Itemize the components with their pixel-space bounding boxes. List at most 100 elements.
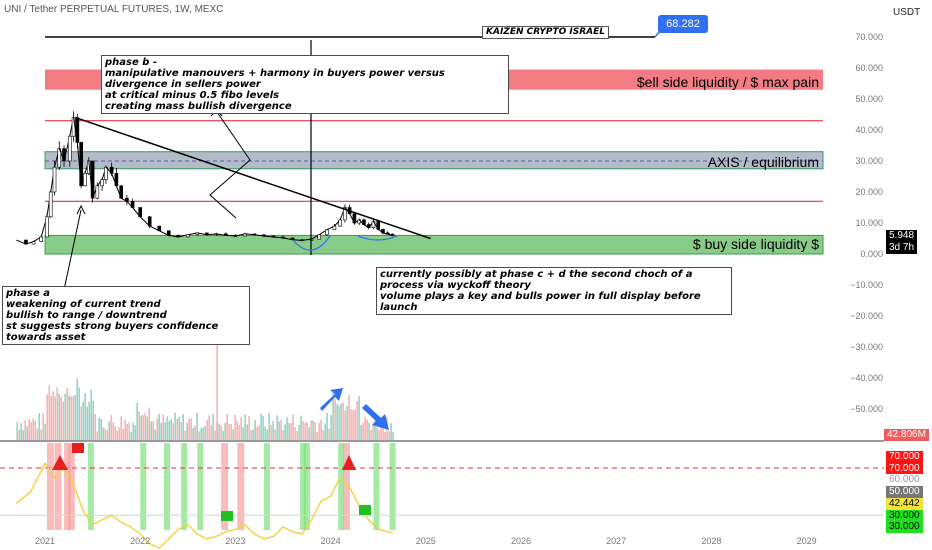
volume-bar (46, 394, 49, 440)
y-tick-label: 70.000 (855, 32, 883, 42)
volume-bar (354, 409, 356, 440)
y-tick-label: −50.000 (850, 404, 883, 414)
volume-bar (90, 389, 93, 440)
volume-bar (362, 422, 364, 440)
volume-bar (248, 415, 250, 440)
symbol-header: UNI / Tether PERPETUAL FUTURES, 1W, MEXC (4, 4, 224, 15)
volume-bar (280, 419, 282, 440)
volume-bar (244, 414, 246, 440)
currency-label[interactable]: USDT (893, 7, 921, 18)
volume-bar (350, 408, 352, 440)
volume-bar (76, 378, 79, 440)
volume-bar (330, 415, 332, 440)
volume-bar (294, 427, 296, 440)
price-candle (324, 229, 329, 236)
y-tick-label: −20.000 (850, 311, 883, 321)
volume-bar (58, 393, 61, 440)
volume-bar (190, 418, 192, 440)
price-candle (186, 234, 190, 238)
volume-bar (192, 427, 194, 440)
volume-bar (178, 416, 180, 440)
volume-bar (290, 423, 292, 440)
osc-green-band (181, 443, 188, 530)
osc-red-band (237, 443, 245, 530)
volume-bar (50, 396, 53, 440)
volume-bar (150, 421, 152, 440)
volume-bar (104, 428, 107, 440)
x-tick-label: 2029 (797, 536, 817, 546)
volume-bar (24, 420, 27, 440)
volume-bar (152, 421, 154, 440)
volume-bar (102, 427, 105, 440)
volume-bar (240, 417, 242, 440)
price-candle (332, 225, 337, 231)
volume-bar (228, 423, 230, 440)
price-callout[interactable]: 68.282 (658, 15, 708, 33)
volume-bar (38, 413, 41, 440)
volume-bar (308, 427, 310, 440)
y-tick-label: 0.000 (860, 249, 883, 259)
volume-bar (368, 422, 370, 440)
volume-bar (392, 431, 394, 440)
volume-bar (140, 415, 142, 440)
volume-bar (352, 410, 354, 440)
volume-bar (376, 427, 378, 440)
chart-annotations (63, 40, 431, 430)
volume-bar (204, 425, 206, 440)
osc-green-band (338, 443, 345, 530)
osc-tag-1: 70.000 (886, 451, 923, 463)
volume-bar (334, 398, 336, 440)
osc-tag-3: 60.000 (886, 474, 923, 486)
volume-bar (26, 426, 29, 440)
volume-bar (374, 416, 376, 440)
time-axis[interactable]: 2021 2022 2023 2024 2025 2026 2027 2028 2029 (35, 536, 817, 546)
price-axis[interactable]: 70.000 60.000 50.000 40.000 30.000 20.000 10.0… (850, 32, 883, 414)
phase-a-arrowhead (76, 204, 86, 215)
volume-bar (312, 420, 314, 440)
price-candle (67, 135, 72, 162)
axis-zone (44, 151, 824, 170)
volume-bar (242, 427, 244, 440)
osc-green-band (263, 443, 270, 530)
volume-bar (94, 414, 97, 440)
volume-bar (130, 431, 132, 440)
volume-bar (78, 387, 81, 440)
osc-green-band (197, 443, 204, 530)
zone-labels: $ell side liquidity / $ max pain AXIS / … (637, 74, 819, 252)
volume-bar (284, 424, 286, 440)
volume-bar (100, 418, 103, 440)
volume-bar (292, 414, 294, 440)
osc-red-band (67, 443, 75, 530)
volume-bar (276, 415, 278, 440)
volume-bar (158, 413, 160, 440)
price-candle (352, 213, 357, 224)
volume-bar (390, 423, 392, 440)
volume-bar (266, 429, 268, 440)
volume-bar (142, 415, 144, 440)
volume-bar (232, 429, 234, 440)
volume-bar (230, 424, 232, 440)
x-tick-label: 2024 (321, 536, 341, 546)
volume-bar (274, 429, 276, 440)
osc-red-band (54, 443, 62, 530)
volume-bar (52, 391, 55, 440)
volume-bar (304, 422, 306, 440)
volume-bar (92, 400, 95, 440)
volume-bar (172, 423, 174, 440)
volume-bar (144, 413, 146, 440)
volume-bar (380, 416, 382, 440)
price-candle (362, 219, 366, 225)
volume-bar (170, 419, 172, 440)
price-candle (381, 228, 385, 234)
volume-bar (148, 408, 150, 440)
volume-bar (180, 421, 182, 440)
volume-bar (96, 431, 99, 440)
volume-bar (164, 422, 166, 440)
axis-zone-label: AXIS / equilibrium (708, 154, 819, 170)
volume-bar (316, 431, 318, 440)
volume-bar (202, 427, 204, 440)
volume-bar (218, 423, 220, 440)
volume-bar (226, 413, 228, 440)
volume-bar (384, 431, 386, 440)
volume-bar (210, 425, 212, 440)
